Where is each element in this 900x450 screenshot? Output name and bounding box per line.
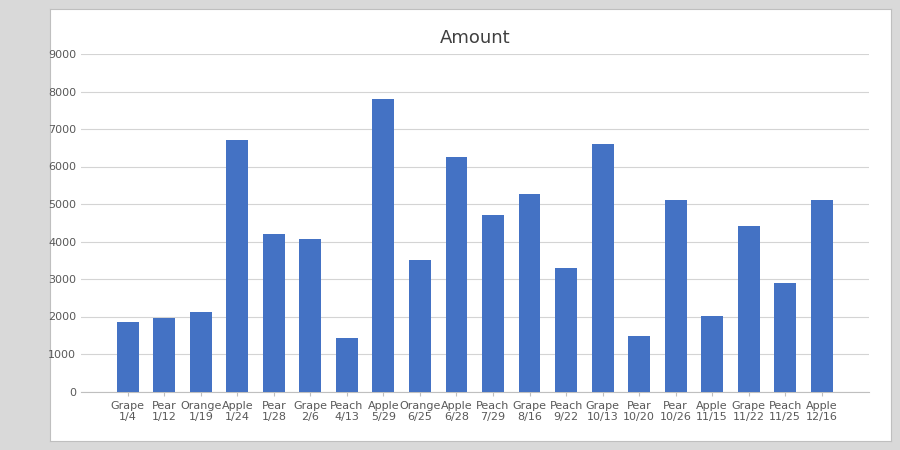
Bar — [153, 318, 176, 392]
Bar — [446, 157, 467, 392]
Bar — [117, 322, 139, 392]
Bar — [263, 234, 284, 392]
Bar — [665, 200, 687, 392]
Bar — [190, 312, 212, 392]
Bar — [701, 316, 723, 392]
Bar — [811, 200, 832, 392]
Bar — [628, 337, 650, 392]
Bar — [300, 238, 321, 392]
Bar — [373, 99, 394, 392]
Bar — [774, 283, 796, 392]
Bar — [738, 226, 760, 392]
Bar — [591, 144, 614, 392]
Bar — [555, 268, 577, 392]
Bar — [336, 338, 358, 392]
Title: Amount: Amount — [439, 29, 510, 47]
Bar — [482, 215, 504, 392]
Bar — [518, 194, 541, 392]
Bar — [409, 260, 431, 392]
Bar — [227, 140, 248, 392]
